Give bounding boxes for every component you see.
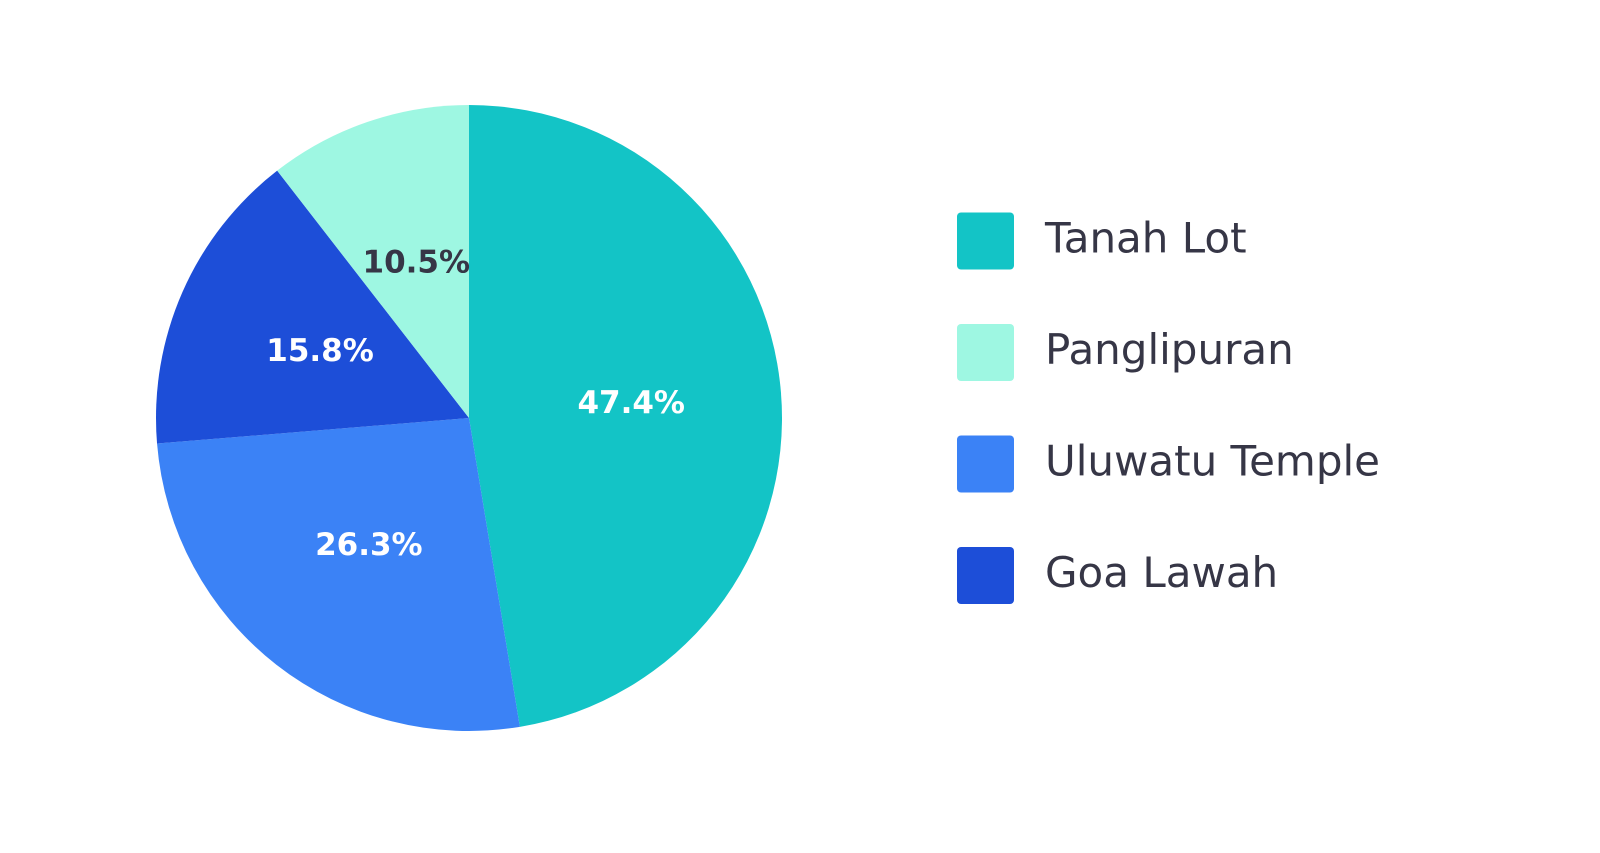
- legend-swatch: [957, 435, 1014, 493]
- pie-slice: [469, 105, 783, 727]
- value-label: 26.3%: [315, 527, 423, 563]
- pie-slice: [156, 170, 469, 444]
- value-label: 47.4%: [577, 385, 685, 421]
- legend-label: Goa Lawah: [1045, 548, 1278, 597]
- legend-swatch: [957, 547, 1014, 604]
- legend-label: Panglipuran: [1045, 325, 1294, 374]
- value-label: 10.5%: [363, 245, 471, 281]
- pie-slice: [277, 105, 469, 418]
- legend-label: Uluwatu Temple: [1045, 437, 1380, 486]
- value-label: 15.8%: [266, 333, 374, 369]
- legend-swatch: [957, 324, 1014, 381]
- legend-label: Tanah Lot: [1044, 214, 1247, 263]
- legend-swatch: [957, 212, 1014, 270]
- pie-slice: [157, 418, 520, 732]
